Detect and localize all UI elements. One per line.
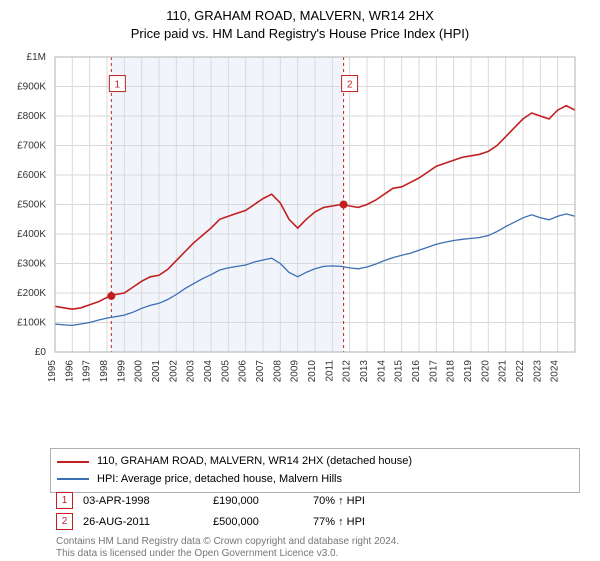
svg-text:2023: 2023 — [532, 360, 543, 383]
event-price: £190,000 — [213, 495, 313, 507]
chart-svg: £0£100K£200K£300K£400K£500K£600K£700K£80… — [50, 52, 580, 402]
svg-text:2014: 2014 — [376, 360, 387, 383]
svg-text:£0: £0 — [35, 347, 47, 358]
svg-text:2017: 2017 — [428, 360, 439, 383]
svg-text:2: 2 — [347, 80, 353, 91]
svg-text:2001: 2001 — [151, 360, 162, 383]
svg-text:2016: 2016 — [411, 360, 422, 383]
chart-subtitle: Price paid vs. HM Land Registry's House … — [0, 26, 600, 41]
svg-text:2010: 2010 — [307, 360, 318, 383]
svg-text:1995: 1995 — [47, 360, 58, 383]
svg-text:1: 1 — [115, 80, 121, 91]
event-marker-2: 2 — [56, 513, 73, 530]
svg-text:2024: 2024 — [550, 360, 561, 383]
legend-row-price: 110, GRAHAM ROAD, MALVERN, WR14 2HX (det… — [57, 453, 573, 471]
event-date: 03-APR-1998 — [83, 495, 213, 507]
svg-text:2019: 2019 — [463, 360, 474, 383]
svg-text:2003: 2003 — [186, 360, 197, 383]
footer-line-1: Contains HM Land Registry data © Crown c… — [56, 536, 586, 548]
svg-text:1997: 1997 — [82, 360, 93, 383]
event-pct: 70% ↑ HPI — [313, 495, 433, 507]
svg-text:£500K: £500K — [17, 200, 46, 211]
legend-box: 110, GRAHAM ROAD, MALVERN, WR14 2HX (det… — [50, 448, 580, 493]
svg-text:2000: 2000 — [134, 360, 145, 383]
svg-text:£900K: £900K — [17, 82, 46, 93]
legend-swatch-red — [57, 461, 89, 463]
chart-container: 110, GRAHAM ROAD, MALVERN, WR14 2HX Pric… — [0, 0, 600, 560]
svg-text:£800K: £800K — [17, 111, 46, 122]
legend-label-hpi: HPI: Average price, detached house, Malv… — [97, 471, 342, 489]
legend-row-hpi: HPI: Average price, detached house, Malv… — [57, 471, 573, 489]
event-price: £500,000 — [213, 516, 313, 528]
svg-text:£200K: £200K — [17, 288, 46, 299]
legend-swatch-blue — [57, 478, 89, 480]
svg-text:2006: 2006 — [238, 360, 249, 383]
event-marker-1: 1 — [56, 492, 73, 509]
footer-attribution: Contains HM Land Registry data © Crown c… — [50, 534, 592, 561]
table-row: 2 26-AUG-2011 £500,000 77% ↑ HPI — [50, 511, 580, 532]
events-table: 1 03-APR-1998 £190,000 70% ↑ HPI 2 26-AU… — [50, 490, 580, 532]
chart-title: 110, GRAHAM ROAD, MALVERN, WR14 2HX — [0, 8, 600, 23]
title-block: 110, GRAHAM ROAD, MALVERN, WR14 2HX Pric… — [0, 0, 600, 41]
svg-text:2021: 2021 — [498, 360, 509, 383]
svg-text:£600K: £600K — [17, 170, 46, 181]
svg-text:2022: 2022 — [515, 360, 526, 383]
svg-text:£100K: £100K — [17, 318, 46, 329]
svg-text:£700K: £700K — [17, 141, 46, 152]
svg-text:£400K: £400K — [17, 229, 46, 240]
svg-text:2008: 2008 — [272, 360, 283, 383]
svg-text:2013: 2013 — [359, 360, 370, 383]
svg-text:2005: 2005 — [220, 360, 231, 383]
svg-text:1999: 1999 — [116, 360, 127, 383]
legend-label-price: 110, GRAHAM ROAD, MALVERN, WR14 2HX (det… — [97, 453, 412, 471]
table-row: 1 03-APR-1998 £190,000 70% ↑ HPI — [50, 490, 580, 511]
svg-text:2007: 2007 — [255, 360, 266, 383]
event-date: 26-AUG-2011 — [83, 516, 213, 528]
footer-line-2: This data is licensed under the Open Gov… — [56, 548, 586, 560]
chart-area: £0£100K£200K£300K£400K£500K£600K£700K£80… — [50, 52, 580, 402]
svg-text:2012: 2012 — [342, 360, 353, 383]
svg-text:£1M: £1M — [27, 52, 46, 63]
svg-text:1996: 1996 — [64, 360, 75, 383]
event-pct: 77% ↑ HPI — [313, 516, 433, 528]
svg-text:2009: 2009 — [290, 360, 301, 383]
svg-text:2020: 2020 — [480, 360, 491, 383]
svg-text:2015: 2015 — [394, 360, 405, 383]
svg-text:2018: 2018 — [446, 360, 457, 383]
svg-text:2002: 2002 — [168, 360, 179, 383]
svg-text:2011: 2011 — [324, 360, 335, 382]
svg-text:2004: 2004 — [203, 360, 214, 383]
svg-text:£300K: £300K — [17, 259, 46, 270]
svg-text:1998: 1998 — [99, 360, 110, 383]
